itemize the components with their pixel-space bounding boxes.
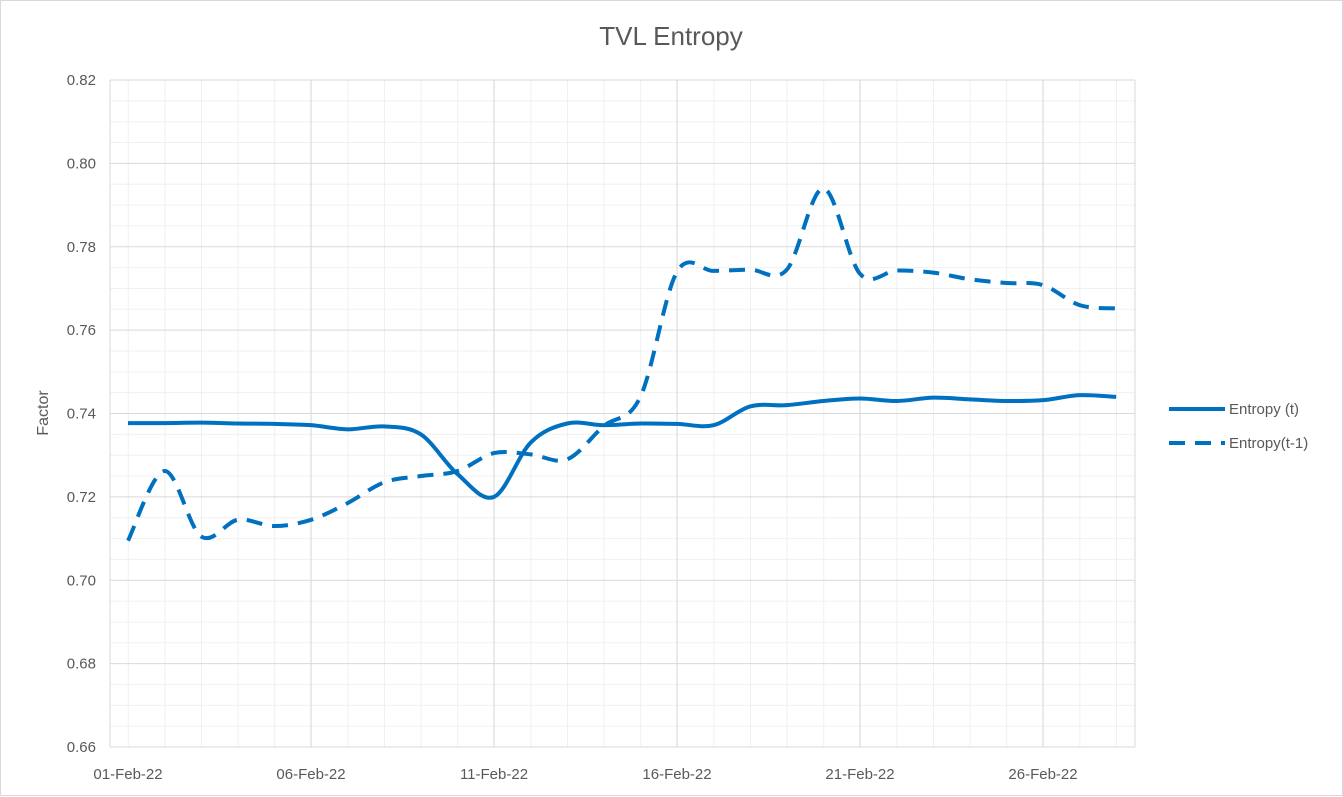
y-tick-label: 0.66 [67, 739, 96, 756]
y-tick-label: 0.70 [67, 572, 96, 589]
legend: Entropy (t) Entropy(t-1) [1169, 401, 1308, 452]
y-tick-label: 0.80 [67, 155, 96, 172]
x-tick-label: 26-Feb-22 [1008, 766, 1077, 783]
x-tick-label: 21-Feb-22 [825, 766, 894, 783]
series-line-2 [126, 186, 1117, 542]
chart-title: TVL Entropy [599, 21, 743, 51]
y-axis-title: Factor [35, 390, 52, 436]
x-tick-label: 16-Feb-22 [642, 766, 711, 783]
legend-label: Entropy(t-1) [1229, 435, 1308, 452]
series-line-1 [127, 393, 1117, 500]
y-tick-label: 0.76 [67, 322, 96, 339]
y-tick-label: 0.74 [67, 406, 96, 423]
y-tick-label: 0.72 [67, 489, 96, 506]
y-tick-label: 0.78 [67, 239, 96, 256]
x-tick-label: 11-Feb-22 [460, 766, 528, 783]
legend-label: Entropy (t) [1229, 401, 1299, 418]
x-tick-label: 06-Feb-22 [276, 766, 345, 783]
y-tick-label: 0.68 [67, 656, 96, 673]
x-tick-label: 01-Feb-22 [93, 766, 162, 783]
y-tick-label: 0.82 [67, 72, 96, 89]
